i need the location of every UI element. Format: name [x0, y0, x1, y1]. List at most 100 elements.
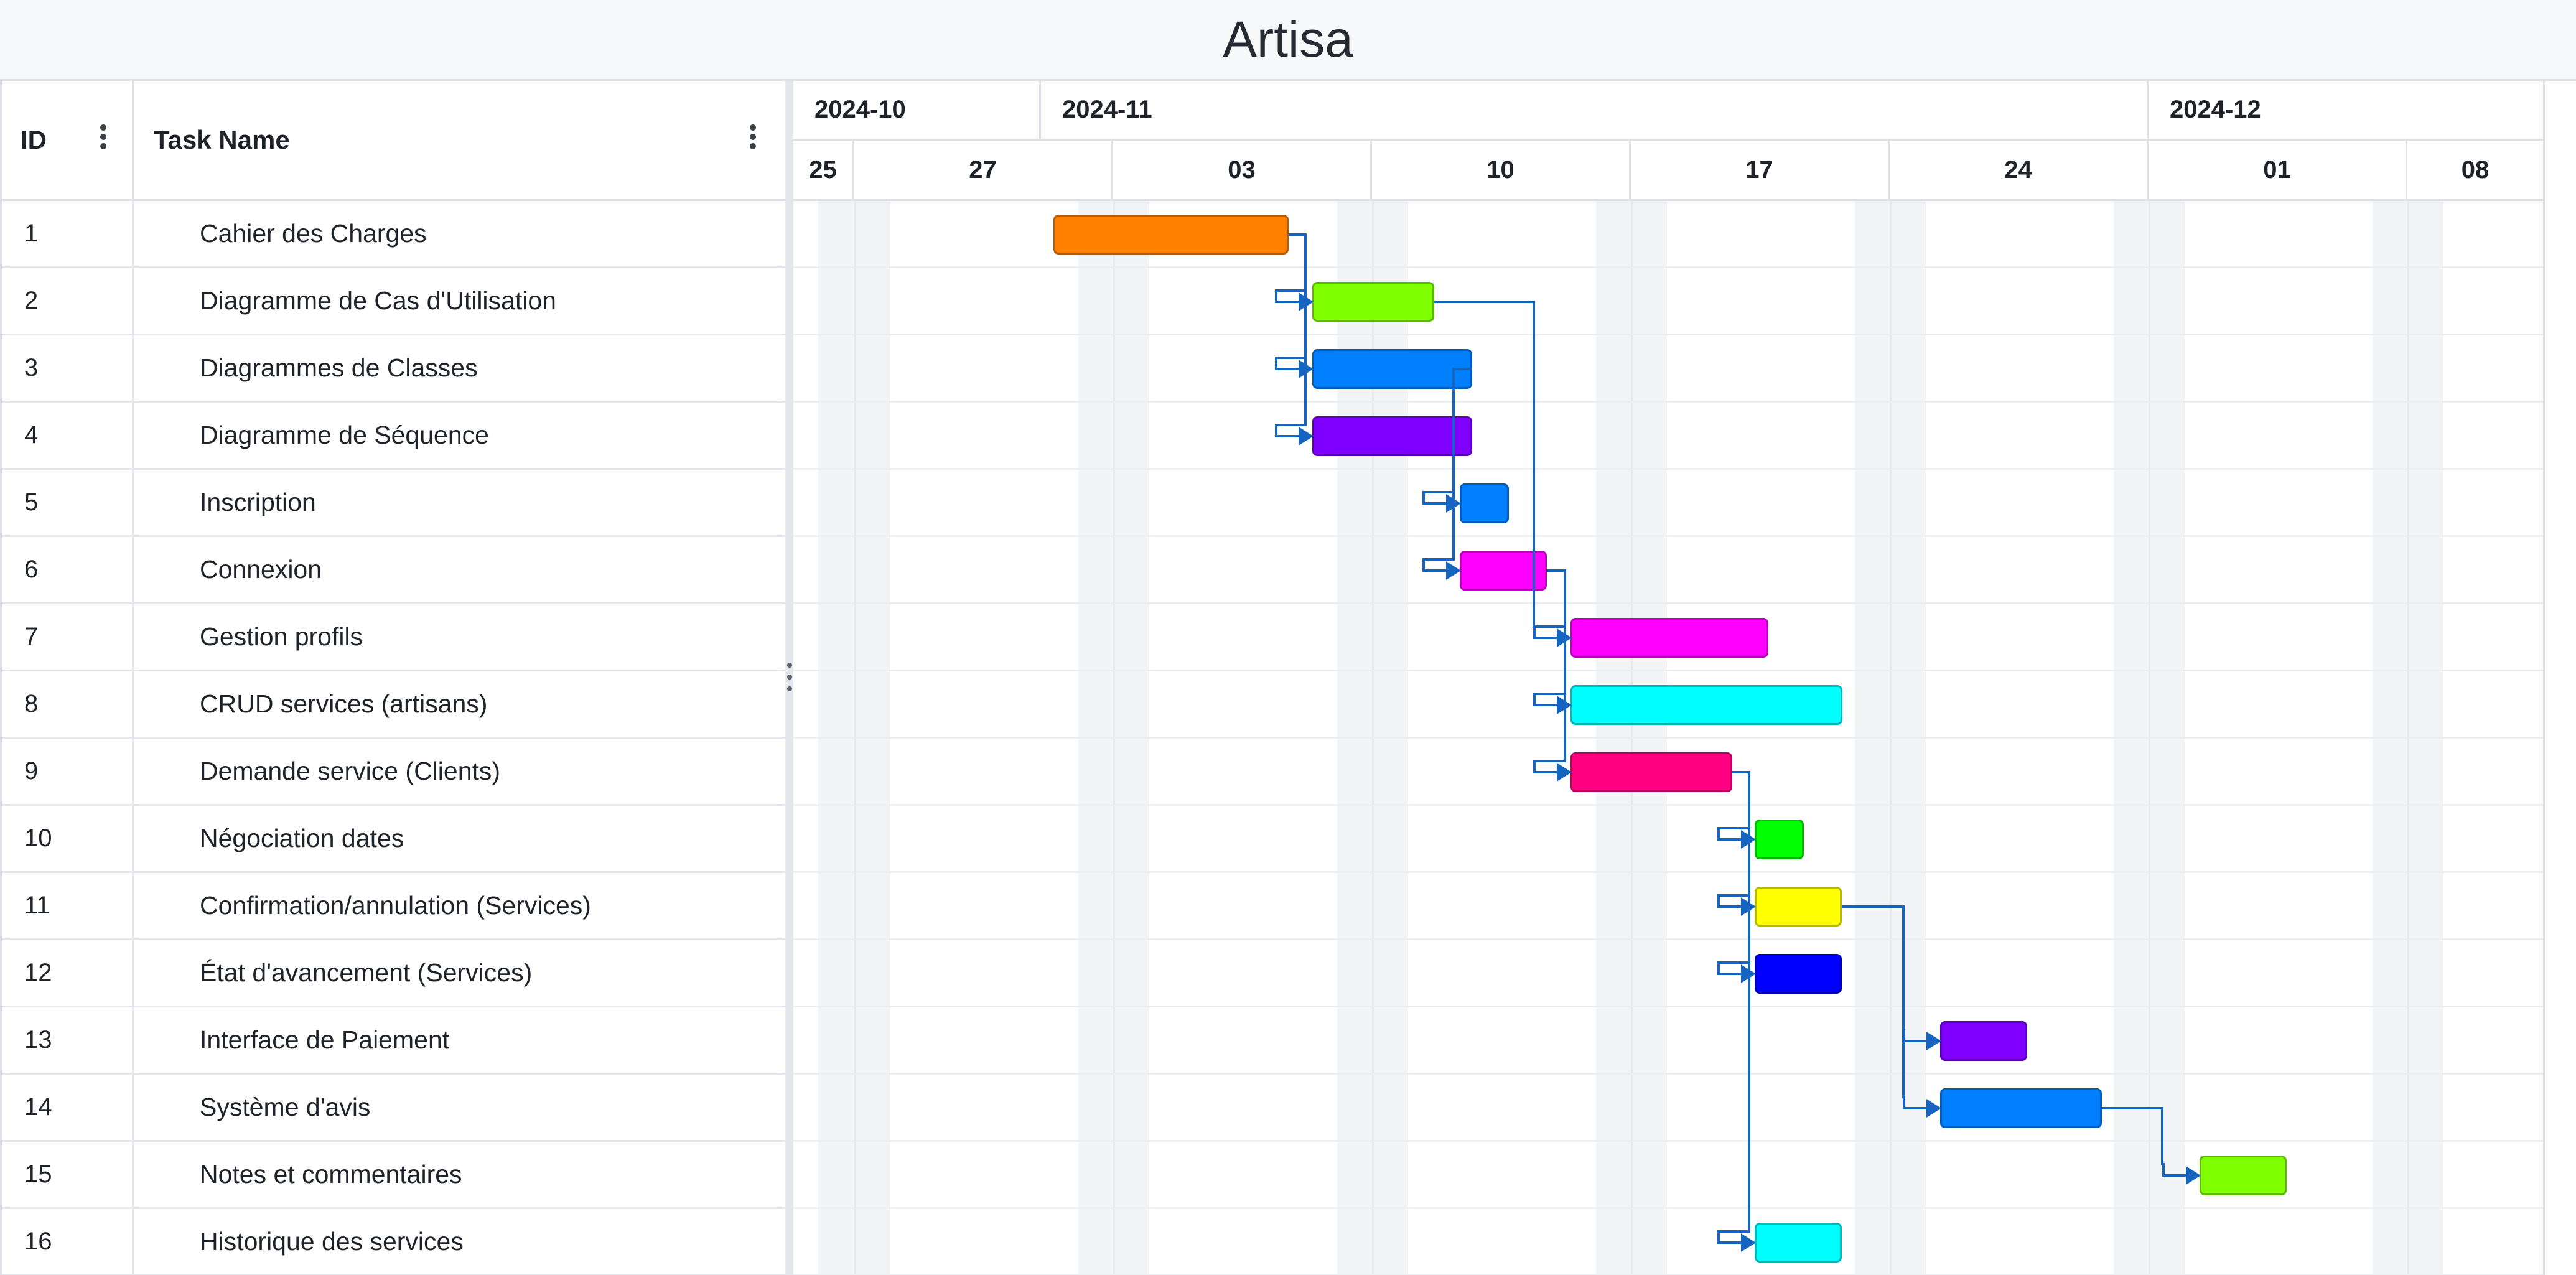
timeline-row-divider — [793, 737, 2545, 739]
task-row[interactable]: 10 Négociation dates — [2, 806, 785, 873]
timeline-row-divider — [793, 938, 2545, 940]
project-title: Artisa — [0, 0, 2576, 80]
dependency-arrow-icon — [1741, 1233, 1756, 1252]
task-bar[interactable] — [1053, 215, 1289, 255]
task-name[interactable]: Gestion profils — [200, 622, 363, 651]
id-column-menu-icon[interactable] — [100, 124, 106, 149]
week-cell: 03 — [1113, 141, 1372, 201]
task-name-column-menu-icon[interactable] — [750, 124, 756, 149]
month-label: 2024-12 — [2170, 96, 2261, 123]
task-name[interactable]: Demande service (Clients) — [200, 757, 501, 785]
timeline-row-divider — [793, 334, 2545, 335]
task-row[interactable]: 1 Cahier des Charges — [2, 201, 785, 268]
task-id: 14 — [2, 1075, 134, 1140]
task-id: 12 — [2, 940, 134, 1006]
task-id: 11 — [2, 873, 134, 938]
task-id: 1 — [2, 201, 134, 266]
task-row[interactable]: 12 État d'avancement (Services) — [2, 940, 785, 1007]
timeline-row-divider — [793, 1140, 2545, 1142]
week-label: 27 — [969, 156, 997, 184]
dependency-line — [2102, 1107, 2191, 1177]
week-label: 17 — [1745, 156, 1773, 184]
task-name[interactable]: CRUD services (artisans) — [200, 689, 488, 718]
task-name[interactable]: Diagramme de Cas d'Utilisation — [200, 286, 556, 315]
task-bar[interactable] — [1570, 618, 1768, 658]
timeline-row-divider — [793, 670, 2545, 671]
month-label: 2024-10 — [814, 96, 906, 123]
task-name[interactable]: Notes et commentaires — [200, 1160, 462, 1189]
splitter-grip-icon[interactable] — [786, 663, 793, 691]
id-column-label: ID — [21, 125, 47, 154]
month-cell: 2024-11 — [1041, 81, 2149, 141]
dependency-line — [1717, 771, 1750, 1244]
task-id: 5 — [2, 470, 134, 535]
task-id: 10 — [2, 806, 134, 871]
timeline-row-divider — [793, 602, 2545, 604]
task-name[interactable]: Historique des services — [200, 1227, 464, 1256]
dependency-links — [1275, 233, 2201, 1252]
task-row[interactable]: 4 Diagramme de Séquence — [2, 403, 785, 470]
task-row[interactable]: 3 Diagrammes de Classes — [2, 335, 785, 403]
timeline-row-divider — [793, 1073, 2545, 1075]
task-row[interactable]: 9 Demande service (Clients) — [2, 739, 785, 806]
task-row[interactable]: 7 Gestion profils — [2, 604, 785, 671]
timeline-row-divider — [793, 1006, 2545, 1007]
dependency-line — [1422, 368, 1472, 505]
dependency-arrow-icon — [2186, 1166, 2201, 1185]
task-row[interactable]: 6 Connexion — [2, 537, 785, 604]
task-bar[interactable] — [1312, 282, 1434, 322]
task-id: 13 — [2, 1007, 134, 1073]
task-name[interactable]: Négociation dates — [200, 824, 404, 852]
task-name[interactable]: Système d'avis — [200, 1093, 371, 1121]
dependency-arrow-icon — [1926, 1099, 1941, 1118]
task-name[interactable]: Cahier des Charges — [200, 219, 427, 248]
task-name[interactable]: État d'avancement (Services) — [200, 958, 533, 987]
task-row[interactable]: 8 CRUD services (artisans) — [2, 671, 785, 739]
task-id: 3 — [2, 335, 134, 401]
task-row[interactable]: 11 Confirmation/annulation (Services) — [2, 873, 785, 940]
task-bar[interactable] — [1570, 685, 1842, 725]
dependency-line — [1275, 233, 1307, 437]
week-label: 25 — [809, 156, 837, 184]
task-name-column-header[interactable]: Task Name — [134, 81, 785, 201]
dependency-arrow-icon — [1926, 1032, 1941, 1050]
week-cell: 25 — [793, 141, 854, 201]
task-row[interactable]: 2 Diagramme de Cas d'Utilisation — [2, 268, 785, 335]
task-name[interactable]: Connexion — [200, 555, 322, 584]
dependency-arrow-icon — [1557, 763, 1572, 782]
week-label: 08 — [2461, 156, 2490, 184]
task-id: 15 — [2, 1142, 134, 1207]
timeline-row-divider — [793, 1207, 2545, 1209]
task-name[interactable]: Diagramme de Séquence — [200, 421, 489, 449]
task-bar[interactable] — [1940, 1021, 2027, 1061]
task-bar[interactable] — [1312, 416, 1472, 456]
task-id: 6 — [2, 537, 134, 602]
task-row[interactable]: 5 Inscription — [2, 470, 785, 537]
timeline-right-border — [2543, 81, 2545, 1275]
task-bar[interactable] — [1570, 752, 1732, 792]
task-row[interactable]: 16 Historique des services — [2, 1209, 785, 1275]
timeline-row-divider — [793, 266, 2545, 268]
week-label: 01 — [2263, 156, 2291, 184]
task-bar[interactable] — [1460, 551, 1547, 591]
task-id: 8 — [2, 671, 134, 737]
task-name[interactable]: Diagrammes de Classes — [200, 353, 478, 382]
dependency-line — [1533, 569, 1566, 773]
task-row[interactable]: 14 Système d'avis — [2, 1075, 785, 1142]
task-id: 7 — [2, 604, 134, 670]
task-bar[interactable] — [1755, 1223, 1842, 1263]
task-row[interactable]: 13 Interface de Paiement — [2, 1007, 785, 1075]
task-name[interactable]: Inscription — [200, 488, 316, 516]
week-cell: 17 — [1631, 141, 1890, 201]
dependency-arrow-icon — [1299, 427, 1314, 446]
id-column-header[interactable]: ID — [2, 81, 134, 201]
task-name[interactable]: Confirmation/annulation (Services) — [200, 891, 591, 920]
week-cell: 10 — [1372, 141, 1631, 201]
month-cell: 2024-10 — [793, 81, 1041, 141]
timeline-row-divider — [793, 535, 2545, 537]
week-label: 10 — [1486, 156, 1514, 184]
dependency-arrow-icon — [1446, 561, 1461, 580]
dependency-line — [1717, 771, 1750, 841]
task-name[interactable]: Interface de Paiement — [200, 1025, 450, 1054]
task-row[interactable]: 15 Notes et commentaires — [2, 1142, 785, 1209]
